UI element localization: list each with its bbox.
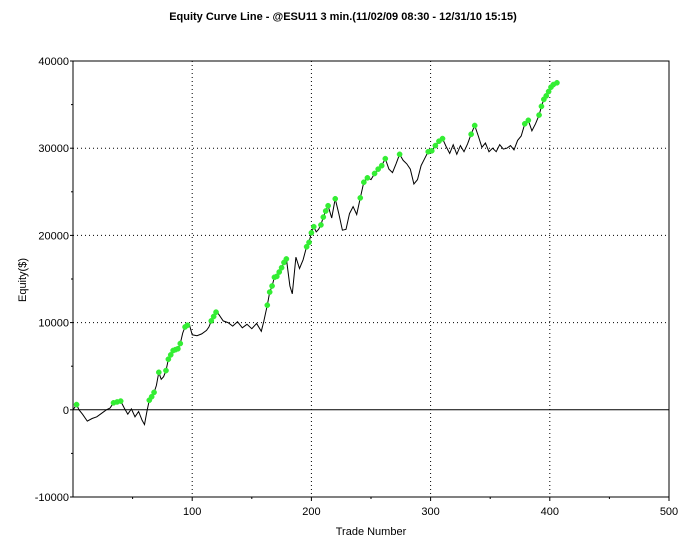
- new-high-marker: [175, 345, 181, 352]
- new-high-marker: [73, 401, 80, 408]
- chart-title: Equity Curve Line - @ESU11 3 min.(11/02/…: [169, 11, 517, 23]
- x-axis-ticks: 100 200 300 400 500: [132, 497, 678, 518]
- y-axis-ticks: -10000 0 10000 20000 30000 40000: [35, 56, 73, 504]
- x-tick-label: 500: [660, 506, 678, 518]
- new-high-marker: [468, 131, 474, 138]
- x-tick-label: 300: [421, 506, 439, 518]
- new-high-marker: [155, 369, 162, 376]
- new-high-marker: [371, 170, 378, 177]
- new-high-marker: [167, 352, 174, 358]
- new-high-marker: [325, 202, 331, 209]
- new-high-marker: [273, 273, 280, 280]
- new-high-marker: [283, 256, 290, 262]
- new-high-marker: [276, 269, 283, 275]
- new-high-marker: [357, 195, 364, 201]
- new-high-marker: [269, 283, 275, 289]
- x-tick-label: 200: [302, 506, 320, 518]
- new-high-marker: [360, 179, 367, 186]
- new-high-marker: [306, 239, 312, 246]
- grid-lines: [73, 61, 669, 497]
- new-high-marker: [210, 313, 217, 320]
- x-tick-label: 100: [183, 506, 201, 518]
- new-high-marker: [375, 166, 382, 172]
- new-high-marker: [148, 393, 155, 400]
- new-high-marker: [177, 340, 184, 347]
- x-axis-label: Trade Number: [336, 526, 407, 538]
- plot-frame: [72, 60, 670, 498]
- new-high-marker: [471, 122, 478, 129]
- new-high-marker: [208, 318, 215, 324]
- new-high-marker: [432, 142, 439, 149]
- new-high-marker: [264, 302, 271, 309]
- new-high-marker: [266, 289, 273, 295]
- new-high-marker: [439, 135, 446, 142]
- new-high-marker: [322, 208, 329, 214]
- new-high-marker: [554, 79, 560, 86]
- new-high-marker: [543, 93, 550, 99]
- new-high-marker: [332, 195, 339, 202]
- new-high-marker: [378, 162, 385, 169]
- new-high-marker: [318, 222, 324, 228]
- new-high-marker: [536, 112, 542, 118]
- equity-series: [72, 82, 558, 427]
- y-tick-label: 0: [63, 405, 69, 417]
- new-high-marker: [165, 356, 172, 363]
- new-high-marker: [117, 398, 124, 404]
- new-high-markers: [73, 79, 560, 408]
- new-high-marker: [303, 243, 310, 250]
- y-tick-label: 10000: [38, 318, 69, 330]
- new-high-marker: [525, 117, 532, 124]
- new-high-marker: [545, 88, 552, 95]
- new-high-marker: [382, 155, 389, 162]
- y-tick-label: -10000: [35, 492, 69, 504]
- new-high-marker: [538, 103, 545, 110]
- new-high-marker: [396, 151, 403, 158]
- new-high-marker: [213, 309, 219, 315]
- y-tick-label: 40000: [38, 56, 69, 68]
- new-high-marker: [428, 147, 435, 154]
- new-high-marker: [163, 367, 169, 374]
- equity-line: [72, 82, 558, 427]
- new-high-marker: [364, 174, 371, 181]
- y-tick-label: 30000: [38, 143, 69, 155]
- new-high-marker: [278, 264, 285, 271]
- new-high-marker: [308, 229, 315, 236]
- new-high-marker: [310, 223, 317, 230]
- y-tick-label: 20000: [38, 230, 69, 242]
- new-high-marker: [184, 322, 191, 329]
- new-high-marker: [151, 389, 157, 396]
- new-high-marker: [320, 214, 327, 220]
- y-axis-label: Equity($): [17, 258, 29, 302]
- x-tick-label: 400: [541, 506, 559, 518]
- new-high-marker: [521, 120, 528, 127]
